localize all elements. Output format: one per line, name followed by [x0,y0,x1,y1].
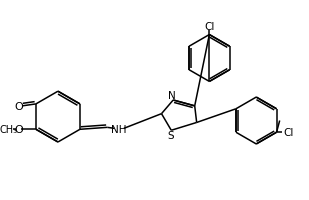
Text: CH₃: CH₃ [0,125,18,135]
Text: N: N [168,91,176,101]
Text: O: O [14,125,23,135]
Text: Cl: Cl [204,22,214,32]
Text: Cl: Cl [283,128,294,138]
Text: NH: NH [111,125,127,135]
Text: S: S [167,131,174,140]
Text: O: O [14,101,23,111]
